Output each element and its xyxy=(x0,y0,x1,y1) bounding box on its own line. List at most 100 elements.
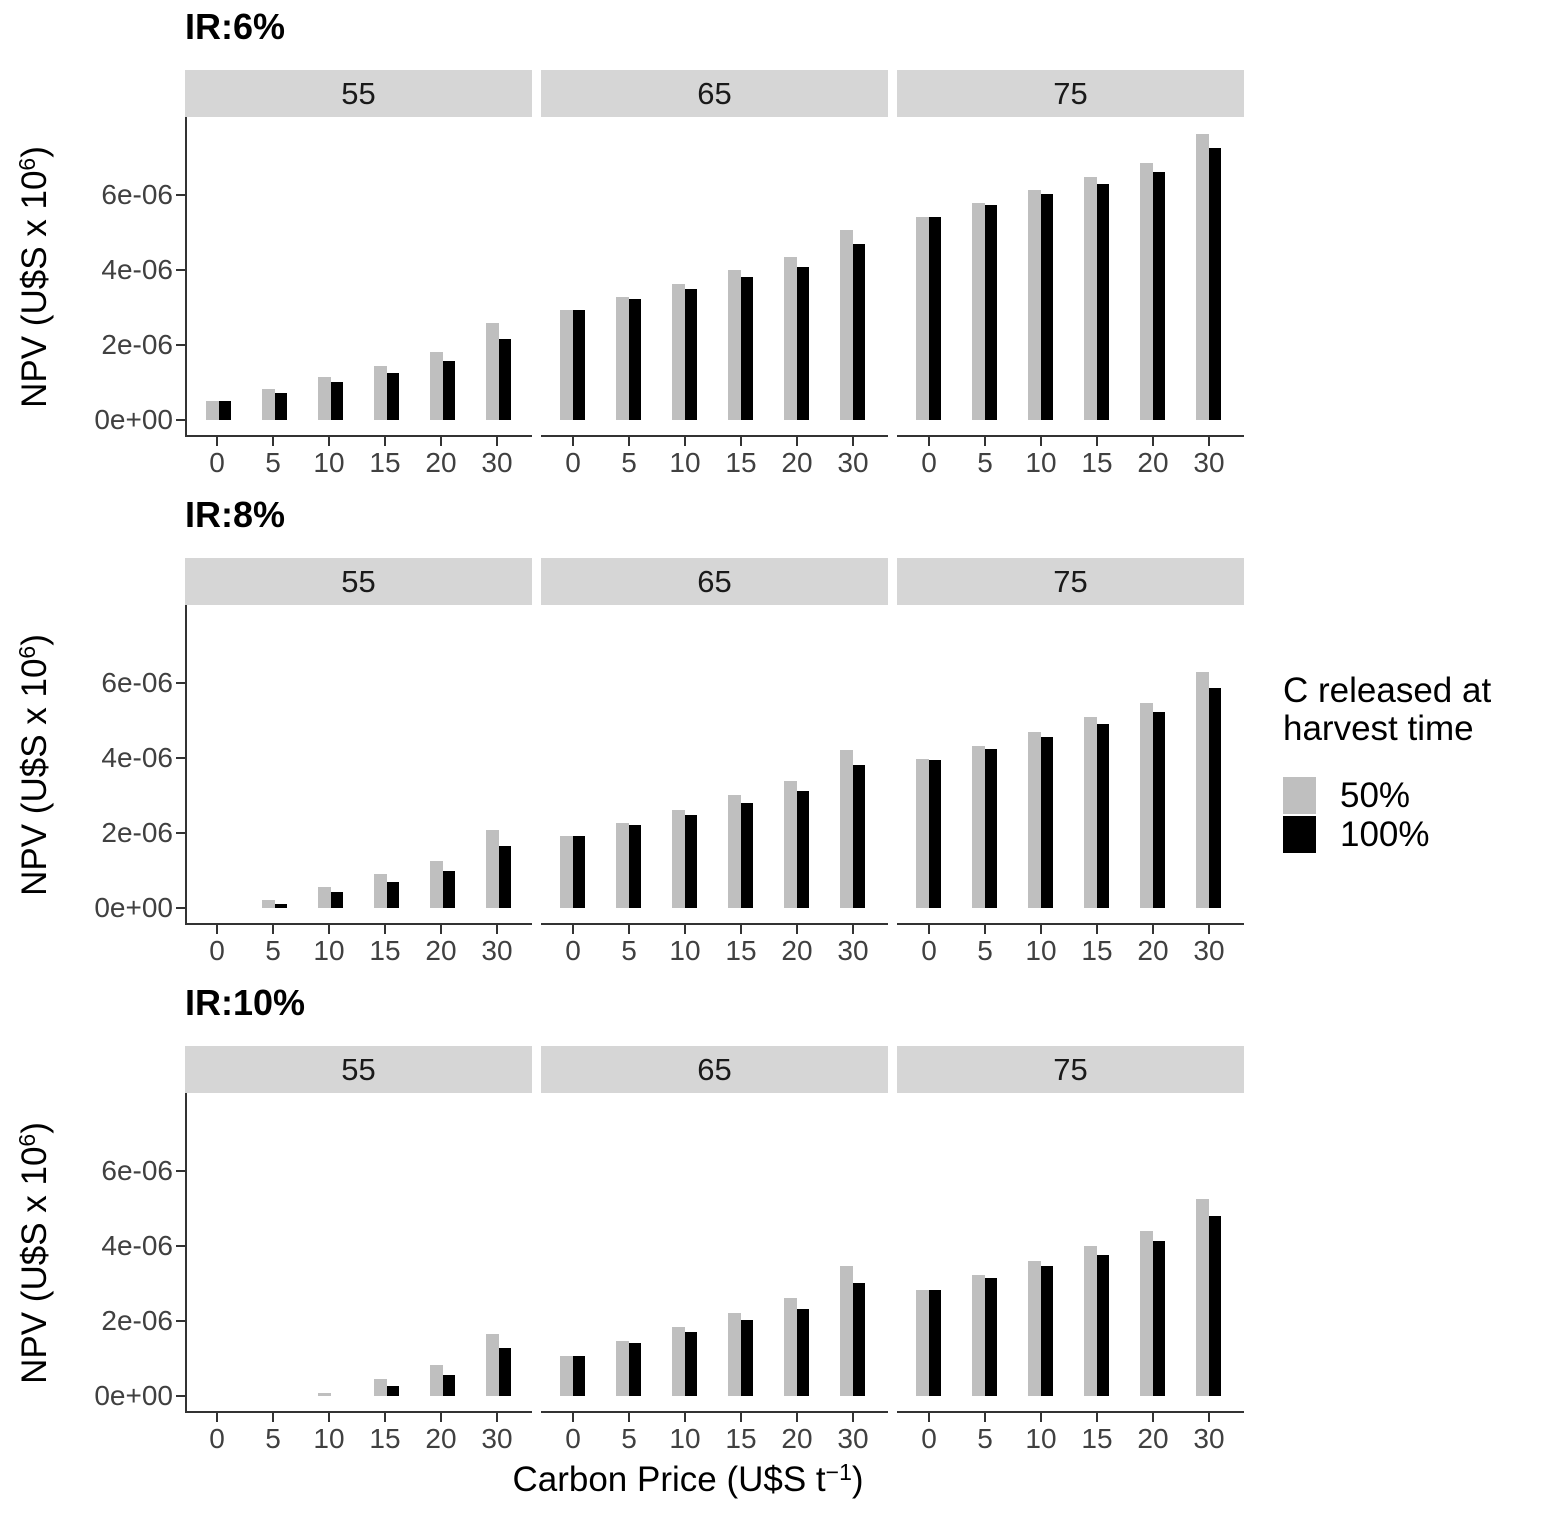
y-axis-tick-label: 2e-06 xyxy=(101,817,173,848)
bar-50pct xyxy=(486,1334,499,1396)
bar-100pct xyxy=(443,871,455,908)
x-axis-tick-mark xyxy=(1040,925,1042,934)
x-axis-tick-mark xyxy=(1096,1413,1098,1422)
y-axis-tick-label: 4e-06 xyxy=(101,254,173,285)
plot-panel xyxy=(897,117,1244,437)
bar-100pct xyxy=(1041,737,1053,908)
bar-100pct xyxy=(573,836,585,908)
x-axis-tick-label: 20 xyxy=(425,935,457,966)
x-axis-tick-mark xyxy=(572,925,574,934)
facet-strip-label: 65 xyxy=(697,563,732,599)
facet-strip-label: 75 xyxy=(1053,1051,1088,1087)
bar-50pct xyxy=(840,750,853,908)
facet-strip: 55 xyxy=(185,1046,532,1093)
facet-strip-label: 55 xyxy=(341,75,376,111)
y-axis-tick-label: 6e-06 xyxy=(101,667,173,698)
plot-panel xyxy=(897,1093,1244,1413)
x-axis-title-suffix: ) xyxy=(851,1460,864,1499)
x-axis-title-superscript: −1 xyxy=(825,1458,852,1485)
x-axis-tick-label: 15 xyxy=(725,1423,757,1454)
x-axis-tick-label: 10 xyxy=(1025,935,1057,966)
bar-50pct xyxy=(374,1379,387,1396)
bar-100pct xyxy=(499,1348,511,1396)
bar-50pct xyxy=(318,377,331,420)
x-axis-tick-mark xyxy=(496,925,498,934)
x-axis-tick-label: 10 xyxy=(1025,447,1057,478)
x-axis-title-text: Carbon Price (U$S t xyxy=(512,1460,826,1499)
bar-100pct xyxy=(499,846,511,908)
bar-50pct xyxy=(560,310,573,420)
legend-swatch-100pct xyxy=(1283,816,1316,853)
x-axis-tick-label: 5 xyxy=(621,1423,637,1454)
bar-50pct xyxy=(1196,1199,1209,1396)
plot-panel xyxy=(185,605,532,925)
x-axis-tick-mark xyxy=(1152,437,1154,446)
facet-strip: 75 xyxy=(897,558,1244,605)
x-axis-tick-mark xyxy=(984,925,986,934)
x-axis-tick-label: 30 xyxy=(1193,1423,1225,1454)
x-axis-title: Carbon Price (U$S t−1) xyxy=(158,1458,1218,1500)
x-axis-tick-label: 30 xyxy=(481,1423,513,1454)
bar-100pct xyxy=(685,289,697,420)
x-axis-tick-label: 0 xyxy=(209,935,225,966)
legend-label: 50% xyxy=(1340,776,1411,815)
x-axis-tick-label: 10 xyxy=(669,447,701,478)
bar-100pct xyxy=(1097,724,1109,908)
x-axis-tick-mark xyxy=(440,925,442,934)
x-axis-tick-mark xyxy=(628,925,630,934)
x-axis-tick-label: 30 xyxy=(837,935,869,966)
y-axis-tick-mark xyxy=(176,344,185,346)
facet-strip-label: 75 xyxy=(1053,75,1088,111)
bar-50pct xyxy=(784,257,797,420)
bar-100pct xyxy=(275,393,287,420)
bar-100pct xyxy=(929,760,941,908)
y-axis-tick-label: 0e+00 xyxy=(94,1380,173,1411)
bar-50pct xyxy=(1084,1246,1097,1396)
y-axis-title-suffix: ) xyxy=(15,146,55,158)
bar-50pct xyxy=(262,389,275,420)
x-axis-tick-label: 0 xyxy=(209,1423,225,1454)
x-axis-tick-label: 5 xyxy=(977,1423,993,1454)
x-axis-tick-label: 20 xyxy=(781,447,813,478)
facet-strip-label: 65 xyxy=(697,1051,732,1087)
bar-100pct xyxy=(1209,688,1221,908)
bar-50pct xyxy=(1196,672,1209,908)
bar-50pct xyxy=(672,284,685,420)
bar-50pct xyxy=(560,1356,573,1396)
x-axis-tick-label: 5 xyxy=(621,935,637,966)
bar-100pct xyxy=(929,1290,941,1396)
plot-panel xyxy=(541,1093,888,1413)
x-axis-tick-mark xyxy=(928,925,930,934)
bar-50pct xyxy=(916,759,929,908)
x-axis-tick-mark xyxy=(572,1413,574,1422)
bar-50pct xyxy=(1140,1231,1153,1396)
x-axis-tick-mark xyxy=(1152,925,1154,934)
bar-50pct xyxy=(1140,703,1153,908)
bar-50pct xyxy=(784,1298,797,1396)
bar-100pct xyxy=(443,361,455,420)
bar-100pct xyxy=(629,1343,641,1396)
bar-50pct xyxy=(728,795,741,908)
x-axis-tick-label: 15 xyxy=(1081,447,1113,478)
x-axis-tick-mark xyxy=(796,437,798,446)
bar-100pct xyxy=(853,244,865,420)
bar-100pct xyxy=(853,1283,865,1396)
x-axis-tick-label: 20 xyxy=(781,1423,813,1454)
y-axis-tick-mark xyxy=(176,757,185,759)
x-axis-tick-label: 10 xyxy=(669,1423,701,1454)
bar-100pct xyxy=(797,267,809,420)
plot-panel xyxy=(541,605,888,925)
bar-50pct xyxy=(616,297,629,420)
facet-strip-label: 65 xyxy=(697,75,732,111)
bar-100pct xyxy=(331,382,343,420)
x-axis-tick-label: 10 xyxy=(313,447,345,478)
facet-strip: 75 xyxy=(897,1046,1244,1093)
x-axis-tick-mark xyxy=(272,925,274,934)
bar-100pct xyxy=(387,373,399,420)
bar-50pct xyxy=(374,366,387,420)
bar-100pct xyxy=(797,791,809,908)
y-axis-tick-mark xyxy=(176,1395,185,1397)
bar-100pct xyxy=(1041,1266,1053,1396)
x-axis-tick-mark xyxy=(684,925,686,934)
x-axis-tick-mark xyxy=(440,437,442,446)
